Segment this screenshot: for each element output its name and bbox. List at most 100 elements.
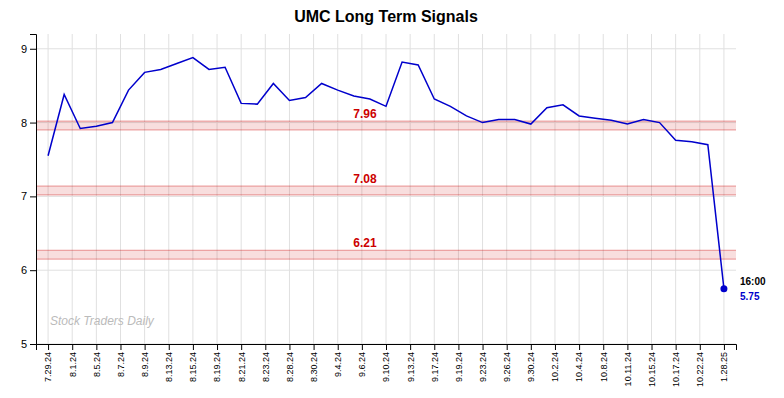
x-tick-mark [410,344,411,350]
title: UMC Long Term Signals [294,8,478,25]
x-tick-mark [531,344,532,350]
x-tick: 9.17.24 [430,344,440,382]
x-tick: 9.26.24 [502,344,512,382]
band-edge [36,194,736,195]
x-axis-line [37,345,737,351]
x-tick-label: 10.15.24 [647,352,657,387]
x-tick-label: 9.23.24 [478,352,488,382]
x-tick-label: 8.15.24 [188,352,198,382]
watermark: Stock Traders Daily [50,314,155,328]
x-tick: 9.19.24 [454,344,464,382]
x-tick-mark [507,344,508,350]
x-tick: 8.30.24 [309,344,319,382]
x-tick-label: 8.13.24 [164,352,174,382]
x-tick-mark [652,344,653,350]
x-tick: 9.6.24 [357,344,367,377]
x-tick: 7.29.24 [43,344,53,382]
x-tick-mark [579,344,580,350]
x-tick-mark [700,344,701,350]
x-tick-mark [627,344,628,350]
x-tick-label: 8.30.24 [309,352,319,382]
y-axis-line [30,35,37,345]
x-tick-mark [72,344,73,350]
x-tick: 9.4.24 [333,344,343,377]
grid [36,34,736,344]
x-tick-label: 7.29.24 [43,352,53,382]
band-edge [36,259,736,260]
x-tick: 8.1.24 [68,344,78,377]
x-tick: 8.28.24 [285,344,295,382]
x-tick-mark [120,344,121,350]
x-tick-label: 9.26.24 [502,352,512,382]
line [48,58,724,289]
grid-line [36,48,736,49]
x-tick: 10.11.24 [623,344,633,386]
x-axis: 7.29.24 8.1.24 8.5.24 8.7.24 8.9.24 8.13.24 8.… [37,344,737,387]
x-tick-label: 8.28.24 [285,352,295,382]
y-tick-label: 5 [21,338,27,350]
x-tick-mark [458,344,459,350]
band [36,186,736,195]
y-tick: 8 [21,117,36,129]
x-tick: 8.21.24 [237,344,247,382]
y-tick-label: 9 [21,43,27,55]
x-tick-label: 8.23.24 [261,352,271,382]
x-tick-label: 10.17.24 [671,352,681,387]
x-tick-mark [362,344,363,350]
x-tick-mark [483,344,484,350]
x-tick: 8.15.24 [188,344,198,382]
y-tick-label: 8 [21,117,27,129]
x-tick-label: 10.11.24 [623,352,633,386]
x-tick-mark [676,344,677,350]
x-tick-label: 9.19.24 [454,352,464,382]
x-tick: 9.10.24 [381,344,391,382]
x-tick-mark [314,344,315,350]
y-tick-mark [30,270,36,271]
x-tick-mark [603,344,604,350]
x-tick-label: 9.17.24 [430,352,440,382]
x-tick: 8.13.24 [164,344,174,382]
x-tick-label: 9.30.24 [526,352,536,382]
x-tick-mark [48,344,49,350]
x-tick-label: 1.28.25 [719,352,729,382]
y-tick-mark [30,123,36,124]
x-tick-mark [338,344,339,350]
x-tick: 8.7.24 [116,344,126,377]
x-tick-label: 8.5.24 [92,352,102,377]
grid-line [36,196,736,197]
x-tick: 10.8.24 [599,344,609,382]
y-tick-mark [30,344,36,345]
band-label: 6.21 [353,236,377,250]
y-tick: 7 [21,190,36,202]
x-tick-mark [169,344,170,350]
last-label: 16:00 [740,276,766,287]
x-tick: 10.17.24 [671,344,681,387]
y-tick: 9 [21,43,36,55]
x-tick-label: 10.4.24 [574,352,584,382]
x-tick-mark [217,344,218,350]
x-tick-mark [386,344,387,350]
grid-line [36,270,736,271]
x-tick: 10.2.24 [550,344,560,382]
x-tick-label: 9.4.24 [333,352,343,377]
x-tick-label: 8.21.24 [237,352,247,382]
x-tick: 8.9.24 [140,344,150,377]
last-point [720,285,727,292]
x-tick-label: 9.10.24 [381,352,391,382]
x-tick-mark [724,344,725,350]
x-tick-label: 8.1.24 [68,352,78,377]
chart: 7.29.24 8.1.24 8.5.24 8.7.24 8.9.24 8.13.24 8.… [0,0,784,398]
x-tick-label: 10.22.24 [695,352,705,387]
band-edge [36,250,736,251]
x-tick-mark [289,344,290,350]
band-edge [36,186,736,187]
x-tick: 10.15.24 [647,344,657,387]
band-label: 7.96 [353,107,377,121]
x-tick: 9.30.24 [526,344,536,382]
x-tick-mark [265,344,266,350]
band-edge [36,121,736,122]
y-tick: 6 [21,264,36,276]
x-tick: 10.22.24 [695,344,705,387]
x-tick: 8.5.24 [92,344,102,377]
x-tick: 10.4.24 [574,344,584,382]
